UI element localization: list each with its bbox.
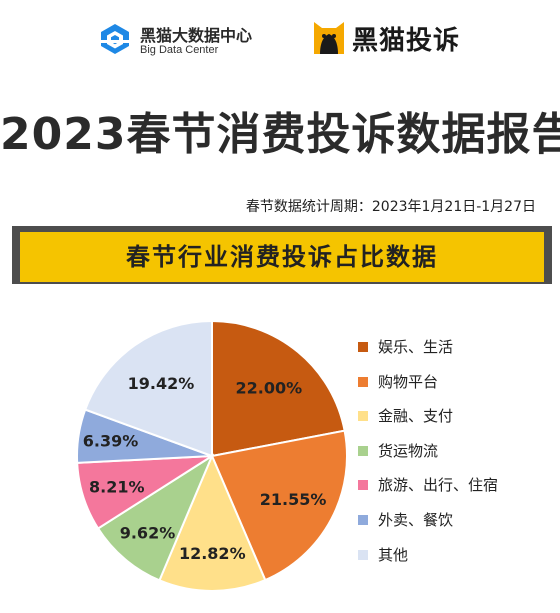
legend-swatch <box>358 549 368 560</box>
pie-slice-label-3: 12.82% <box>179 544 246 563</box>
report-title: 2023春节消费投诉数据报告 <box>0 109 560 160</box>
legend-label: 其他 <box>378 545 409 564</box>
legend-label: 娱乐、生活 <box>378 338 454 356</box>
legend-swatch <box>358 342 368 352</box>
legend-swatch <box>358 376 368 387</box>
pie-slice-label-7: 19.42% <box>128 374 195 393</box>
logo-left-en: Big Data Center <box>140 44 219 56</box>
pie-slice-3 <box>158 453 267 592</box>
legend-label: 购物平台 <box>378 372 439 391</box>
statistics-period: 春节数据统计周期：2023年1月21日-1月27日 <box>245 199 536 215</box>
legend-swatch <box>358 480 368 491</box>
pie-slice-label-2: 21.55% <box>260 490 327 509</box>
pie-slice-7 <box>83 319 213 458</box>
black-cat-complaint-logo: 黑猫投诉 <box>310 14 480 64</box>
chart-title: 春节行业消费投诉占比数据 <box>20 232 544 282</box>
pie-slice-1 <box>211 319 346 458</box>
legend-label: 旅游、出行、住宿 <box>378 476 499 495</box>
pie-slice-label-6: 6.39% <box>83 432 139 451</box>
logo-bar: 黑猫大数据中心 Big Data Center 黑猫投诉 <box>0 14 560 64</box>
legend-label: 金融、支付 <box>378 407 454 426</box>
cube-logo-icon <box>101 24 129 54</box>
pie-chart: 22.00% 21.55% 12.82%9.62% 8.21% 6.39% 19.42% <box>76 319 348 592</box>
pie-slice-2 <box>210 429 348 582</box>
black-cat-icon <box>314 22 344 54</box>
legend-label: 外卖、餐饮 <box>378 510 454 529</box>
legend-swatch <box>358 445 368 456</box>
logo-left-cn: 黑猫大数据中心 <box>140 26 253 45</box>
pie-slice-4 <box>96 453 215 582</box>
big-data-center-logo: 黑猫大数据中心 Big Data Center <box>98 20 268 60</box>
legend-swatch <box>358 514 368 525</box>
logo-right-text: 黑猫投诉 <box>352 26 461 56</box>
pie-slice-label-5: 8.21% <box>89 477 145 496</box>
pie-slice-label-1: 22.00% <box>235 378 302 397</box>
legend-swatch <box>358 411 368 422</box>
legend-label: 货运物流 <box>378 441 439 460</box>
pie-slice-label-4: 9.62% <box>120 523 176 542</box>
